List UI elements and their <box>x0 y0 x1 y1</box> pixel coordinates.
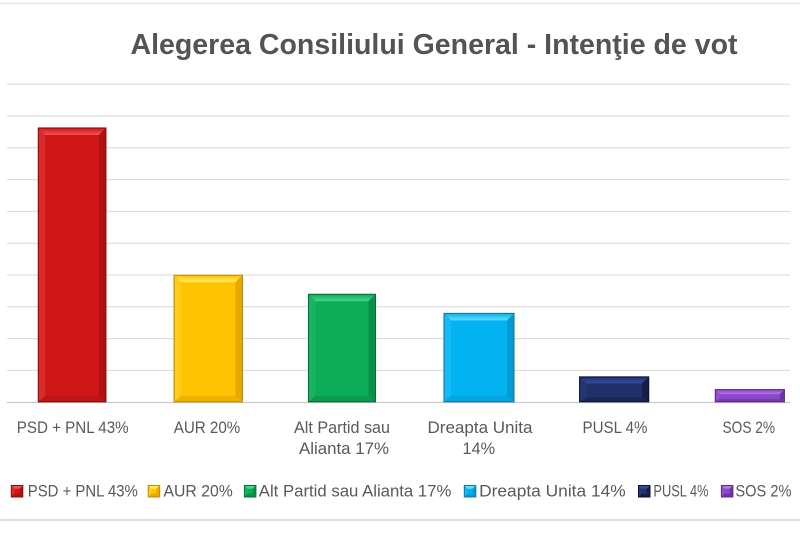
svg-text:14%: 14% <box>463 439 496 458</box>
svg-text:SOS 2%: SOS 2% <box>723 418 776 437</box>
svg-text:PUSL 4%: PUSL 4% <box>583 418 648 437</box>
svg-text:Alianta 17%: Alianta 17% <box>299 439 389 458</box>
svg-text:PSD + PNL 43%: PSD + PNL 43% <box>17 418 129 437</box>
svg-text:Alegerea Consiliului General -: Alegerea Consiliului General - Intenţie … <box>131 29 739 61</box>
svg-text:PSD + PNL 43%: PSD + PNL 43% <box>28 482 138 501</box>
svg-text:AUR 20%: AUR 20% <box>174 418 241 437</box>
svg-text:Alt Partid sau: Alt Partid sau <box>294 418 390 437</box>
svg-text:PUSL 4%: PUSL 4% <box>653 482 708 501</box>
svg-text:Dreapta Unita 14%: Dreapta Unita 14% <box>479 482 626 501</box>
svg-text:AUR 20%: AUR 20% <box>164 482 233 501</box>
svg-text:Alt Partid sau Alianta 17%: Alt Partid sau Alianta 17% <box>259 482 452 501</box>
svg-text:Dreapta Unita: Dreapta Unita <box>428 418 534 437</box>
svg-text:SOS 2%: SOS 2% <box>735 482 791 501</box>
